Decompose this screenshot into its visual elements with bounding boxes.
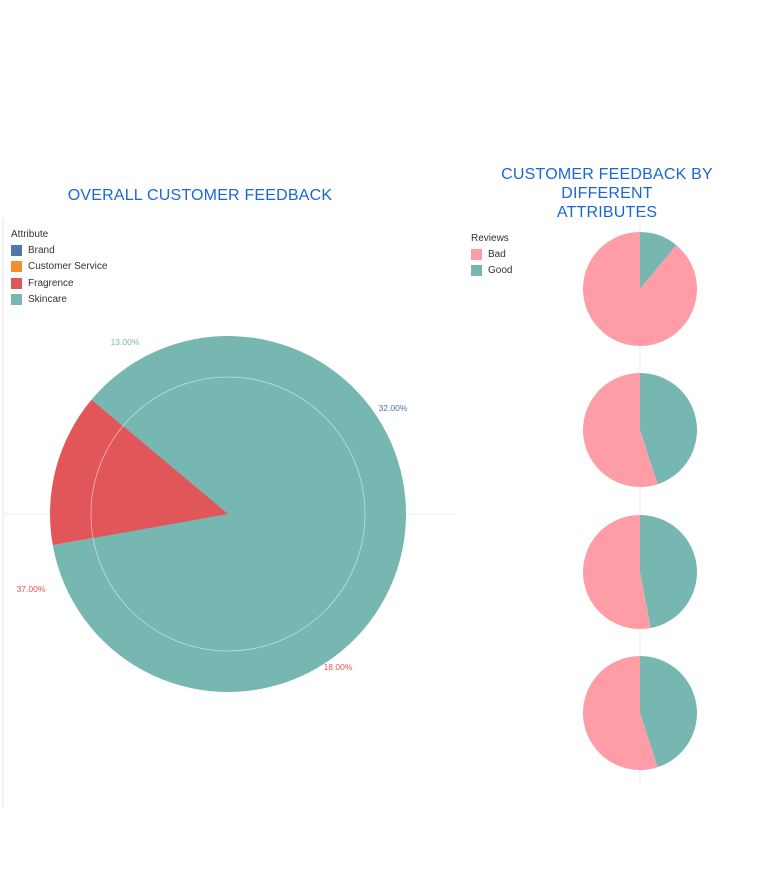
overall-data-label: 18.00% bbox=[324, 662, 353, 672]
legend-item-good[interactable]: Good bbox=[471, 263, 512, 280]
legend-swatch-fragrence bbox=[11, 277, 22, 289]
legend-item-brand[interactable]: Brand bbox=[11, 242, 107, 259]
attribute-legend-title: Attribute bbox=[11, 229, 49, 240]
legend-swatch-bad bbox=[471, 248, 482, 260]
legend-label-brand: Brand bbox=[28, 244, 55, 256]
attribute-pie-1-slice-good[interactable] bbox=[640, 232, 677, 289]
legend-label-customer-service: Customer Service bbox=[28, 261, 108, 273]
legend-swatch-good bbox=[471, 265, 482, 277]
reviews-legend-title: Reviews bbox=[471, 233, 509, 244]
overall-feedback-title: OVERALL CUSTOMER FEEDBACK bbox=[67, 187, 333, 204]
overall-data-label: 37.00% bbox=[17, 584, 46, 594]
feedback-by-attributes-title-line1: CUSTOMER FEEDBACK BY DIFFERENT bbox=[501, 166, 713, 202]
overall-inner-slice-fragrence[interactable] bbox=[90, 426, 229, 538]
legend-item-skincare[interactable]: Skincare bbox=[11, 292, 107, 309]
attribute-pie-4-slice-good[interactable] bbox=[640, 656, 697, 768]
reviews-legend: Reviews Bad Good bbox=[471, 233, 512, 279]
attribute-pie-4-slice-bad[interactable] bbox=[582, 656, 658, 771]
attribute-pie-1-slice-bad[interactable] bbox=[582, 232, 697, 346]
legend-item-fragrence[interactable]: Fragrence bbox=[11, 275, 107, 292]
attribute-pie-2-slice-bad[interactable] bbox=[582, 372, 658, 487]
legend-swatch-brand bbox=[11, 244, 22, 256]
feedback-by-attributes-title-line2: ATTRIBUTES bbox=[556, 204, 658, 221]
overall-data-label: 32.00% bbox=[379, 403, 408, 413]
legend-item-customer-service[interactable]: Customer Service bbox=[11, 259, 107, 276]
attribute-pie-3-slice-bad[interactable] bbox=[582, 515, 651, 629]
legend-swatch-skincare bbox=[11, 294, 22, 306]
attribute-pie-2-slice-good[interactable] bbox=[640, 373, 697, 485]
legend-label-bad: Bad bbox=[488, 248, 506, 260]
attribute-pie-3-slice-good[interactable] bbox=[640, 515, 697, 628]
feedback-by-attributes-title: CUSTOMER FEEDBACK BY DIFFERENT ATTRIBUTE… bbox=[466, 165, 748, 222]
legend-swatch-customer-service bbox=[11, 261, 22, 273]
overall-inner-slice-skincare[interactable] bbox=[93, 377, 365, 652]
legend-item-bad[interactable]: Bad bbox=[471, 246, 512, 263]
overall-inner-ring bbox=[90, 376, 366, 652]
legend-label-skincare: Skincare bbox=[28, 294, 67, 306]
attribute-legend: Attribute Brand Customer Service Fragren… bbox=[11, 229, 107, 308]
overall-data-label: 13.00% bbox=[111, 337, 140, 347]
legend-label-good: Good bbox=[488, 265, 513, 277]
legend-label-fragrence: Fragrence bbox=[28, 277, 74, 289]
